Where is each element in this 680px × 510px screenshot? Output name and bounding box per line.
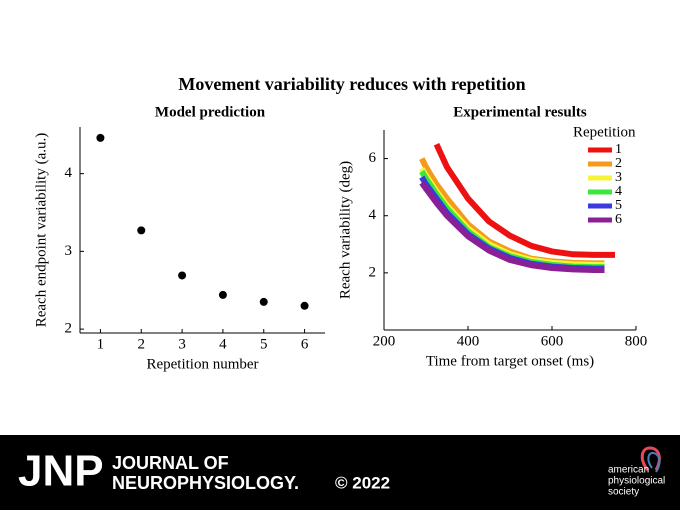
x-tick-label: 3 [178, 336, 186, 352]
footer: JNP JOURNAL OF NEUROPHYSIOLOGY. © 2022 a… [0, 435, 680, 510]
legend-label: 6 [615, 212, 622, 227]
journal-line: JOURNAL OF [112, 453, 229, 473]
series-line [433, 143, 615, 258]
x-tick-label: 5 [260, 336, 268, 352]
point [218, 290, 227, 299]
chart: Experimental results Time from target ons… [337, 104, 647, 369]
point [96, 133, 105, 142]
journal-line: NEUROPHYSIOLOGY. [112, 473, 299, 493]
x-tick-label: 2 [138, 336, 146, 352]
legend-label: 5 [615, 198, 622, 213]
society-line: society [608, 487, 639, 498]
chart-title: Model prediction [155, 104, 266, 120]
chart-title: Experimental results [453, 104, 587, 120]
legend-label: 2 [615, 156, 622, 171]
legend-label: 3 [615, 170, 622, 185]
x-tick-label: 1 [97, 336, 105, 352]
point [300, 301, 309, 310]
y-tick-label: 6 [369, 150, 377, 166]
y-tick-label: 2 [369, 264, 377, 280]
society-line: american [608, 465, 649, 476]
logo [647, 451, 661, 473]
point [137, 226, 146, 235]
y-axis-label: Reach variability (deg) [337, 161, 353, 299]
legend-label: 1 [615, 142, 622, 157]
y-axis-label: Reach endpoint variability (a.u.) [33, 133, 49, 328]
chart: Model prediction Repetition number Reach e… [33, 104, 325, 372]
y-tick-label: 3 [65, 243, 73, 259]
x-tick-label: 4 [219, 336, 227, 352]
x-tick-label: 400 [457, 333, 480, 349]
series-line [419, 181, 605, 273]
society-line: physiological [608, 476, 665, 487]
point [259, 297, 268, 306]
y-tick-label: 4 [65, 165, 73, 181]
year: © 2022 [335, 473, 390, 492]
x-tick-label: 600 [541, 333, 564, 349]
x-tick-label: 6 [301, 336, 309, 352]
legend-title: Repetition [573, 124, 636, 140]
x-tick-label: 800 [625, 333, 648, 349]
legend-label: 4 [615, 184, 622, 199]
x-tick-label: 200 [373, 333, 396, 349]
figure-title: Movement variability reduces with repeti… [178, 74, 525, 94]
footer-band [0, 435, 680, 510]
x-axis-label: Time from target onset (ms) [426, 353, 594, 369]
brand: JNP [18, 447, 104, 496]
y-tick-label: 2 [65, 321, 73, 337]
x-axis-label: Repetition number [146, 356, 258, 372]
point [178, 271, 187, 280]
y-tick-label: 4 [369, 207, 377, 223]
